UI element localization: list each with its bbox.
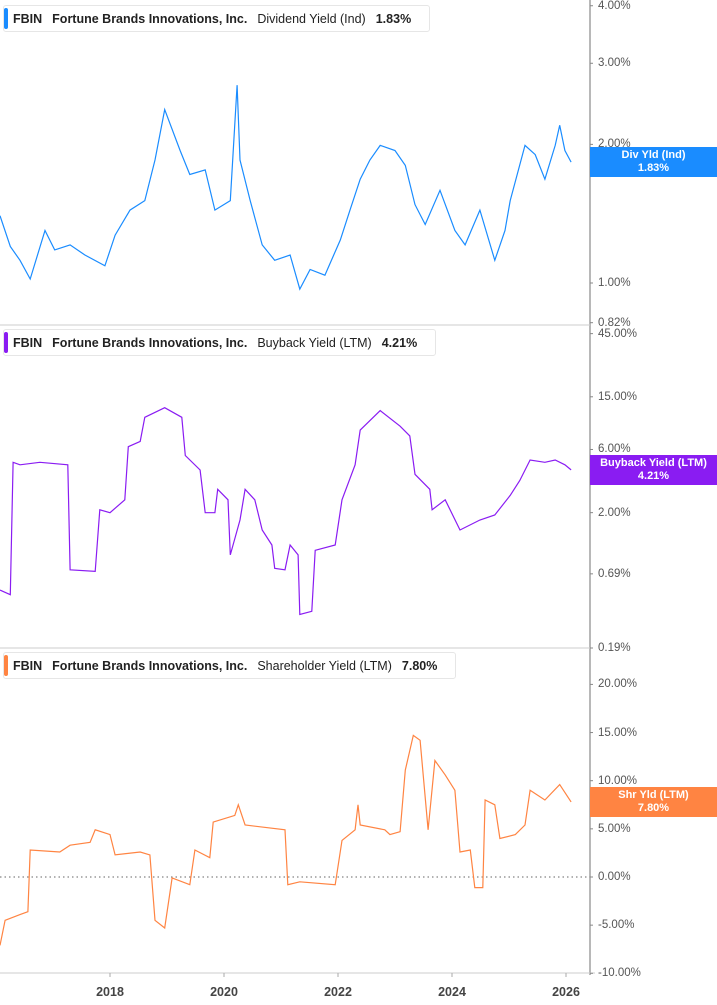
metric-value: 4.21% <box>381 335 418 350</box>
y-tick-label: 5.00% <box>598 822 631 835</box>
metric-value: 1.83% <box>375 11 412 26</box>
tag-label: Shr Yld (LTM) <box>618 789 689 801</box>
tag-value: 4.21% <box>637 470 670 482</box>
y-tick-label: 0.19% <box>598 642 631 654</box>
y-tick-label: 0.69% <box>598 567 631 580</box>
y-tick-label: 0.00% <box>598 871 631 883</box>
y-tick-label: 20.00% <box>598 678 638 691</box>
y-tick-label: -10.00% <box>598 967 641 980</box>
ticker: FBIN <box>13 11 43 26</box>
tag-value: 7.80% <box>637 802 670 814</box>
y-tick-label: 10.00% <box>598 774 638 787</box>
last-value-tag: Div Yld (Ind) 1.83% <box>590 147 717 177</box>
series-line-1 <box>0 407 572 616</box>
y-tick-label: 3.00% <box>598 57 631 70</box>
series-line-2 <box>0 734 572 946</box>
x-tick-label: 2018 <box>96 985 124 999</box>
tag-value: 1.83% <box>637 162 670 174</box>
y-tick-label: 0.82% <box>598 316 631 329</box>
company-name: Fortune Brands Innovations, Inc. <box>52 335 248 350</box>
metric-name: Dividend Yield (Ind) <box>257 11 366 26</box>
tag-label: Div Yld (Ind) <box>621 149 686 161</box>
company-name: Fortune Brands Innovations, Inc. <box>52 11 248 26</box>
ticker: FBIN <box>13 335 43 350</box>
last-value-tag: Shr Yld (LTM) 7.80% <box>590 787 717 817</box>
x-tick-label: 2022 <box>324 985 352 999</box>
y-tick-label: 15.00% <box>598 390 638 403</box>
y-tick-label: 2.00% <box>598 506 631 519</box>
last-value-tag: Buyback Yield (LTM) 4.21% <box>590 455 717 485</box>
metric-value: 7.80% <box>401 658 438 673</box>
legend-dividend-yield: FBIN Fortune Brands Innovations, Inc. Divi… <box>3 5 431 32</box>
y-tick-label: 1.00% <box>598 277 631 289</box>
y-tick-label: 4.00% <box>598 0 631 12</box>
x-tick-label: 2024 <box>438 985 466 999</box>
series-line-0 <box>0 85 572 291</box>
legend-shareholder-yield: FBIN Fortune Brands Innovations, Inc. Shar… <box>3 652 457 679</box>
legend-buyback-yield: FBIN Fortune Brands Innovations, Inc. Buyb… <box>3 329 437 356</box>
tag-label: Buyback Yield (LTM) <box>600 457 707 469</box>
metric-name: Buyback Yield (LTM) <box>257 335 372 350</box>
metric-name: Shareholder Yield (LTM) <box>257 658 392 673</box>
x-tick-label: 2026 <box>552 985 580 999</box>
y-tick-label: 15.00% <box>598 726 638 739</box>
company-name: Fortune Brands Innovations, Inc. <box>52 658 248 673</box>
ticker: FBIN <box>13 658 43 673</box>
y-tick-label: 6.00% <box>598 443 631 456</box>
x-tick-label: 2020 <box>210 985 238 999</box>
y-tick-label: 45.00% <box>598 327 638 340</box>
y-tick-label: -5.00% <box>598 919 635 932</box>
